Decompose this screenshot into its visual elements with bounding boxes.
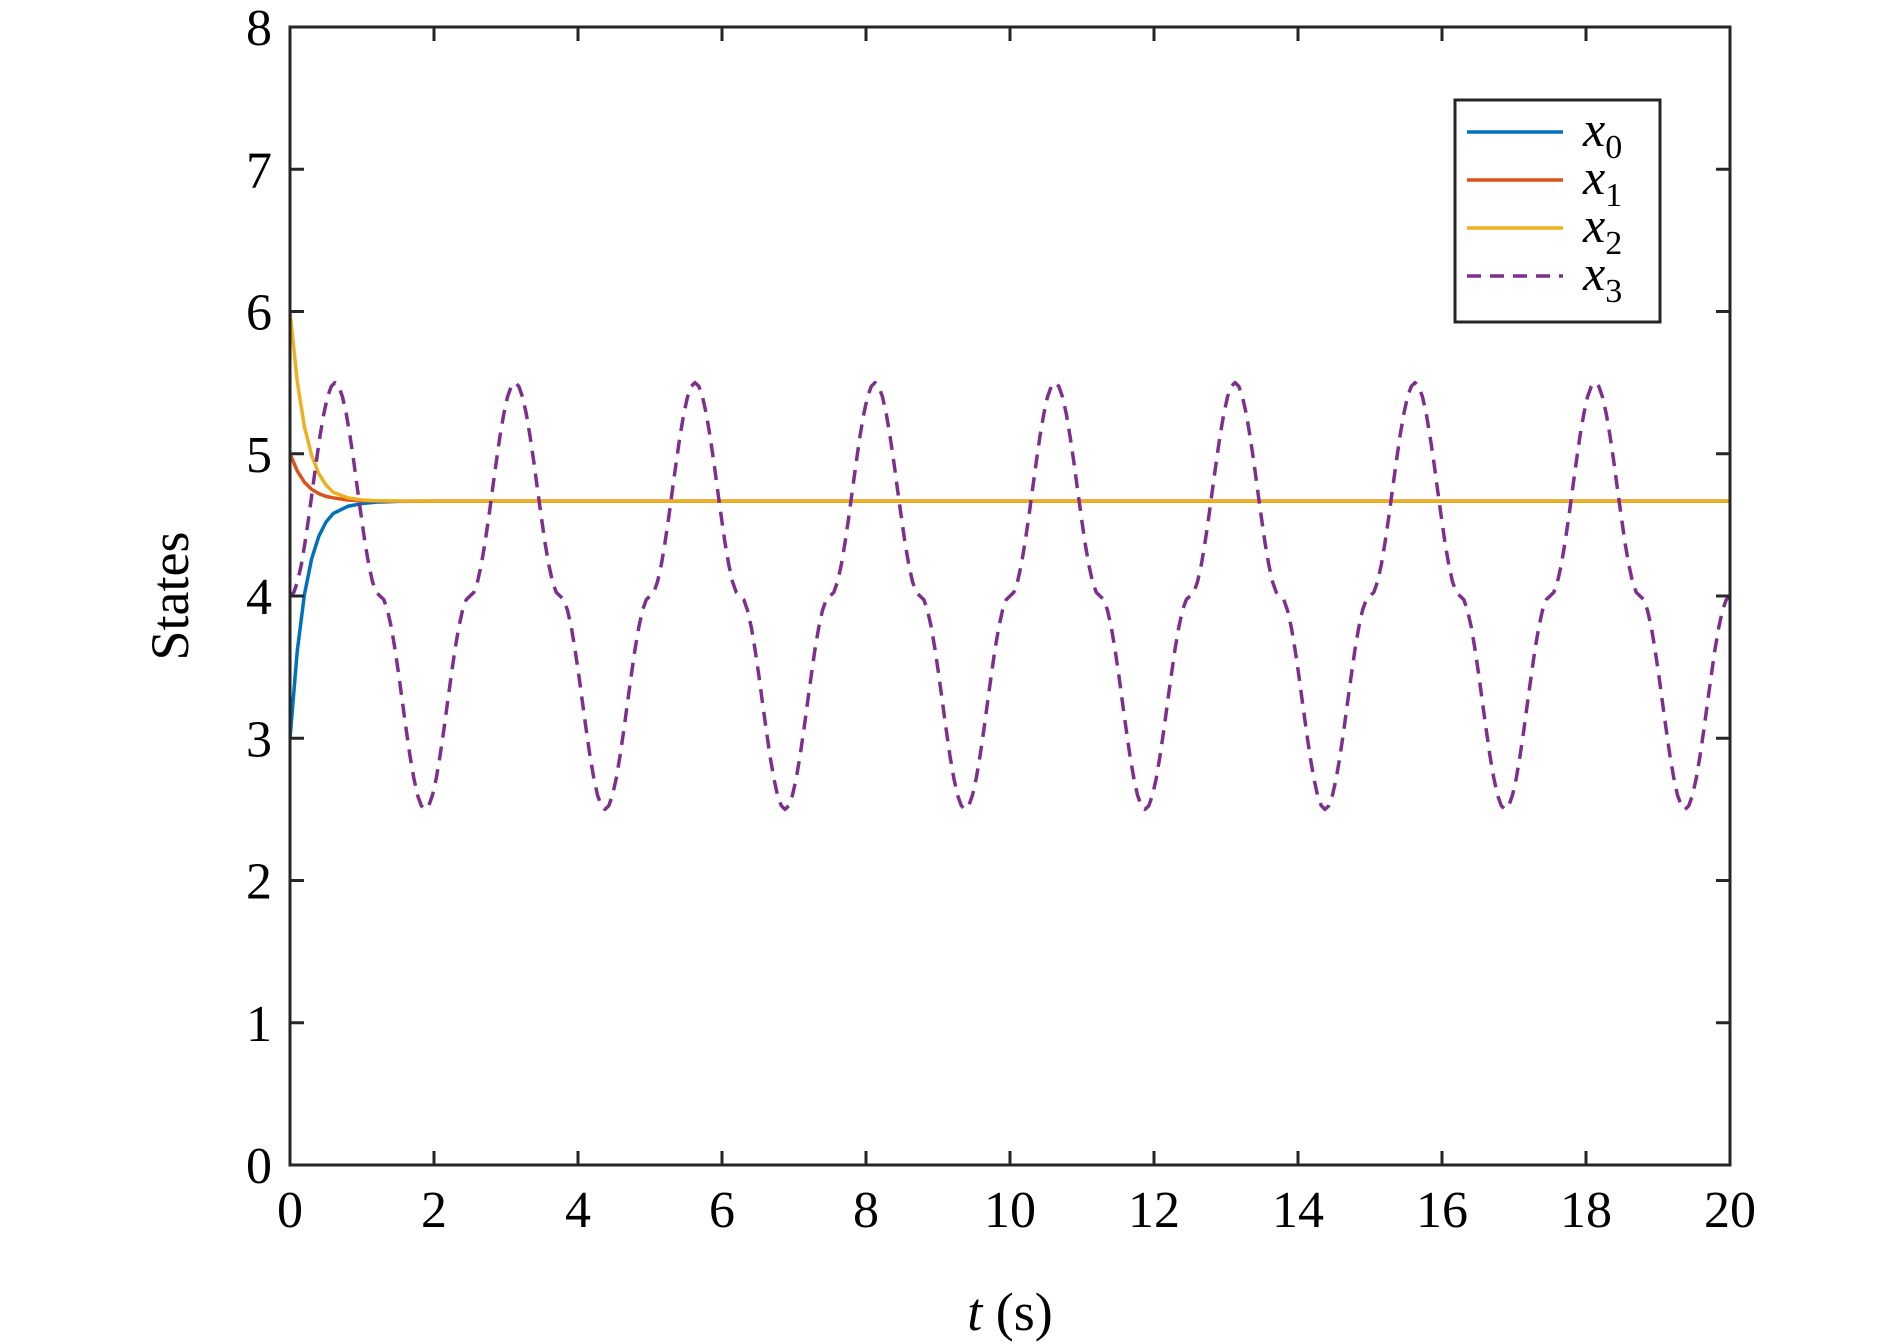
x-tick-label: 10	[984, 1182, 1036, 1239]
y-tick-label: 2	[246, 854, 272, 911]
x-tick-label: 4	[565, 1182, 591, 1239]
legend-label-x3: x3	[1582, 245, 1622, 310]
x-tick-label: 18	[1560, 1182, 1612, 1239]
x-tick-label: 6	[709, 1182, 735, 1239]
x-axis-label-unit: (s)	[982, 1282, 1052, 1342]
legend-label-x2: x2	[1582, 197, 1622, 262]
x-tick-label: 8	[853, 1182, 879, 1239]
legend-label-x0: x0	[1582, 101, 1622, 166]
series-line-x0	[290, 499, 1730, 739]
x-tick-label: 0	[277, 1182, 303, 1239]
y-tick-label: 6	[246, 285, 272, 342]
y-tick-label: 8	[246, 0, 272, 57]
series-line-x1	[290, 453, 1730, 503]
y-tick-label: 1	[246, 996, 272, 1053]
y-tick-label: 0	[246, 1138, 272, 1195]
x-tick-label: 14	[1272, 1182, 1324, 1239]
plot-frame	[288, 25, 1732, 1167]
legend-label-x1: x1	[1582, 149, 1622, 214]
y-tick-label: 7	[246, 142, 272, 199]
x-axis-label-variable: t	[967, 1282, 984, 1342]
y-axis-label: States	[140, 532, 200, 661]
series-line-x3	[290, 380, 1730, 812]
x-tick-label: 16	[1416, 1182, 1468, 1239]
y-tick-label: 5	[246, 427, 272, 484]
series-line-x2	[290, 311, 1730, 503]
legend-box	[1453, 98, 1662, 324]
x-tick-label: 12	[1128, 1182, 1180, 1239]
x-axis-label: t (s)	[967, 1282, 1053, 1342]
x-tick-label: 20	[1704, 1182, 1756, 1239]
x-tick-label: 2	[421, 1182, 447, 1239]
y-tick-label: 4	[246, 569, 272, 626]
y-tick-label: 3	[246, 711, 272, 768]
